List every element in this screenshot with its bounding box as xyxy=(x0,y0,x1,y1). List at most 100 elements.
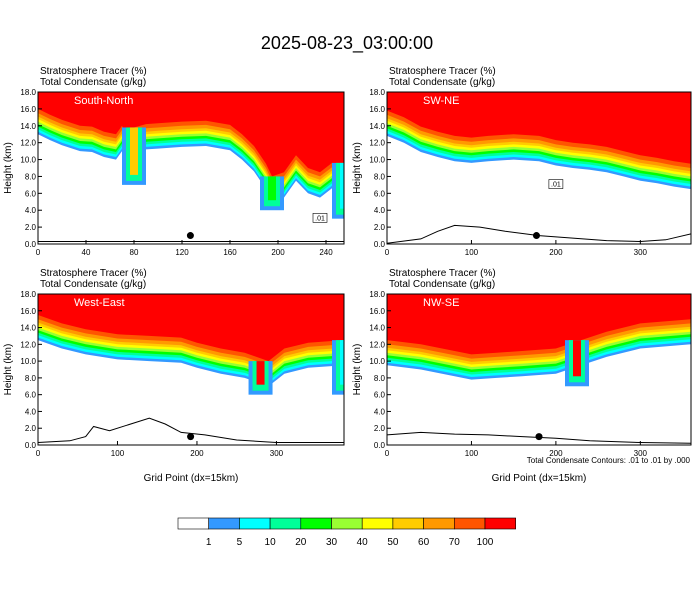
x-tick-label: 0 xyxy=(385,248,390,257)
y-tick-label: 6.0 xyxy=(25,189,37,198)
y-tick-label: 14.0 xyxy=(369,324,385,333)
intrusion-core xyxy=(256,361,265,385)
tracer-field xyxy=(38,294,344,445)
colorbar-label: 10 xyxy=(265,537,277,548)
colorbar-swatch xyxy=(392,517,424,530)
location-marker xyxy=(532,232,540,240)
contour-label: .01 xyxy=(551,182,561,189)
intrusion-core xyxy=(268,176,276,201)
y-tick-label: 8.0 xyxy=(25,374,37,383)
y-tick-label: 2.0 xyxy=(374,223,386,232)
y-tick-label: 14.0 xyxy=(20,324,36,333)
location-marker xyxy=(535,433,543,441)
y-tick-label: 18.0 xyxy=(369,290,385,299)
colorbar-label: 70 xyxy=(449,537,461,548)
colorbar-label: 100 xyxy=(477,537,494,548)
colorbar-label: 40 xyxy=(357,537,369,548)
x-tick-label: 0 xyxy=(385,449,390,458)
y-axis-label: Height (km) xyxy=(352,142,363,194)
tracer-field xyxy=(387,92,691,244)
tracer-field xyxy=(387,294,691,445)
plot-frame xyxy=(386,293,692,446)
y-tick-label: 10.0 xyxy=(369,156,385,165)
colorbar-swatch xyxy=(239,517,271,530)
x-tick-label: 40 xyxy=(82,248,91,257)
y-tick-label: 16.0 xyxy=(369,105,385,114)
panel-sw-ne: 0 100 200 300 0.0 2.0 4.0 6.0 8.0 10.0 12.0 14.0 16.… xyxy=(352,66,692,257)
colorbar-label: 5 xyxy=(237,537,243,548)
contour-label-box xyxy=(312,213,328,223)
x-tick-label: 300 xyxy=(270,449,284,458)
panel-header-tracer: Stratosphere Tracer (%) xyxy=(389,268,496,279)
y-tick-label: 12.0 xyxy=(20,340,36,349)
panels: 0 40 80 120 160 200 240 0.0 2.0 4.0 6.0 8.0 10.0 12.0… xyxy=(3,66,692,484)
tracer-field xyxy=(38,92,344,244)
panel-label: SW-NE xyxy=(423,95,459,107)
x-tick-label: 160 xyxy=(223,248,237,257)
y-tick-label: 6.0 xyxy=(374,391,386,400)
y-tick-label: 0.0 xyxy=(25,240,37,249)
y-tick-label: 2.0 xyxy=(374,424,386,433)
y-tick-label: 16.0 xyxy=(20,307,36,316)
panel-nw-se: 0 100 200 300 0.0 2.0 4.0 6.0 8.0 10.0 12.0 14.0 16.… xyxy=(352,268,692,484)
x-tick-label: 200 xyxy=(271,248,285,257)
plot-frame xyxy=(386,91,692,245)
colorbar-swatch xyxy=(453,517,486,530)
x-tick-label: 300 xyxy=(634,248,648,257)
colorbar: 1 5 10 20 30 40 50 60 70 100 xyxy=(177,517,517,548)
x-tick-label: 100 xyxy=(111,449,125,458)
y-tick-label: 0.0 xyxy=(374,441,386,450)
panel-header-condensate: Total Condensate (g/kg) xyxy=(40,279,146,290)
panel-header-tracer: Stratosphere Tracer (%) xyxy=(40,268,147,279)
terrain-line xyxy=(387,431,691,444)
x-tick-label: 200 xyxy=(549,248,563,257)
colorbar-label: 60 xyxy=(418,537,430,548)
tracer-band xyxy=(387,294,691,355)
figure-title: 2025-08-23_03:00:00 xyxy=(261,33,433,54)
intrusion-core xyxy=(340,340,344,385)
panel-label: West-East xyxy=(74,297,125,309)
y-tick-label: 8.0 xyxy=(25,172,37,181)
panel-header-condensate: Total Condensate (g/kg) xyxy=(389,279,495,290)
colorbar-swatch xyxy=(269,517,302,530)
y-tick-label: 16.0 xyxy=(20,105,36,114)
y-tick-label: 4.0 xyxy=(25,407,37,416)
y-axis-label: Height (km) xyxy=(352,344,363,396)
panel-header-tracer: Stratosphere Tracer (%) xyxy=(40,66,147,77)
y-tick-label: 18.0 xyxy=(20,290,36,299)
intrusion-core xyxy=(340,162,344,209)
terrain-line xyxy=(38,417,344,443)
y-tick-label: 8.0 xyxy=(374,172,386,181)
x-tick-label: 120 xyxy=(175,248,189,257)
x-tick-label: 300 xyxy=(634,449,648,458)
tracer-band xyxy=(38,294,344,362)
tracer-band xyxy=(38,92,344,177)
colorbar-swatch xyxy=(300,517,332,530)
y-tick-label: 12.0 xyxy=(369,340,385,349)
y-tick-label: 2.0 xyxy=(25,424,37,433)
x-tick-label: 200 xyxy=(190,449,204,458)
panel-header-condensate: Total Condensate (g/kg) xyxy=(40,77,146,88)
y-tick-label: 6.0 xyxy=(374,189,386,198)
panel-header-condensate: Total Condensate (g/kg) xyxy=(389,77,495,88)
y-tick-label: 12.0 xyxy=(369,139,385,148)
y-tick-label: 16.0 xyxy=(369,307,385,316)
y-tick-label: 18.0 xyxy=(369,88,385,97)
x-axis-label: Grid Point (dx=15km) xyxy=(492,473,587,484)
x-tick-label: 200 xyxy=(549,449,563,458)
panel-west-east: 0 100 200 300 0.0 2.0 4.0 6.0 8.0 10.0 12.0 14.0 16.… xyxy=(3,268,345,484)
contour-label-box xyxy=(548,179,564,189)
colorbar-swatch xyxy=(208,517,240,530)
x-tick-label: 0 xyxy=(36,449,41,458)
colorbar-swatch xyxy=(484,517,517,530)
y-tick-label: 8.0 xyxy=(374,374,386,383)
y-tick-label: 14.0 xyxy=(369,122,385,131)
y-tick-label: 12.0 xyxy=(20,139,36,148)
location-marker xyxy=(187,433,195,441)
colorbar-swatch xyxy=(361,517,394,530)
colorbar-swatch xyxy=(177,517,210,530)
x-tick-label: 0 xyxy=(36,248,41,257)
y-axis-label: Height (km) xyxy=(3,344,14,396)
y-tick-label: 4.0 xyxy=(374,407,386,416)
